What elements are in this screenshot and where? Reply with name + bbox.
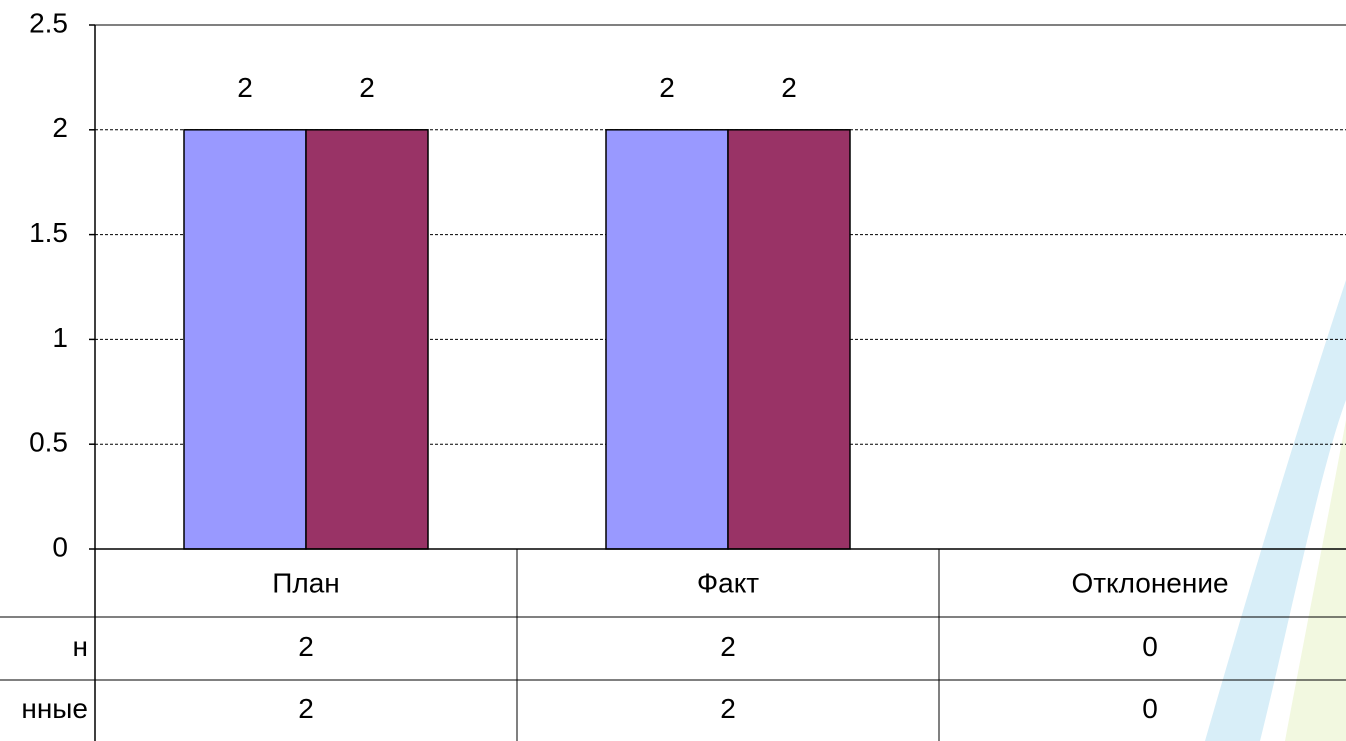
- decoration: [1205, 280, 1346, 741]
- table-cell: 2: [720, 693, 736, 724]
- table-cell: 2: [298, 631, 314, 662]
- data-label: 2: [659, 72, 675, 103]
- y-tick-label: 0.5: [29, 427, 68, 458]
- x-tick-label: План: [272, 567, 340, 598]
- data-label: 2: [781, 72, 797, 103]
- data-label: 2: [359, 72, 375, 103]
- y-tick-label: 1.5: [29, 217, 68, 248]
- legend-label: нные: [21, 693, 88, 724]
- decoration: [1285, 420, 1346, 741]
- y-tick-label: 2.5: [29, 7, 68, 38]
- x-tick-label: Факт: [697, 567, 759, 598]
- bar: [183, 129, 307, 550]
- bar: [605, 129, 729, 550]
- bar: [305, 129, 429, 550]
- table-cell: 2: [298, 693, 314, 724]
- x-tick-label: Отклонение: [1071, 567, 1228, 598]
- table-cell: 0: [1142, 631, 1158, 662]
- table-cell: 2: [720, 631, 736, 662]
- y-tick-label: 1: [52, 322, 68, 353]
- y-tick-label: 2: [52, 112, 68, 143]
- legend-label: н: [73, 631, 88, 662]
- y-tick-label: 0: [52, 531, 68, 562]
- data-label: 2: [237, 72, 253, 103]
- table-cell: 0: [1142, 693, 1158, 724]
- bar: [727, 129, 851, 550]
